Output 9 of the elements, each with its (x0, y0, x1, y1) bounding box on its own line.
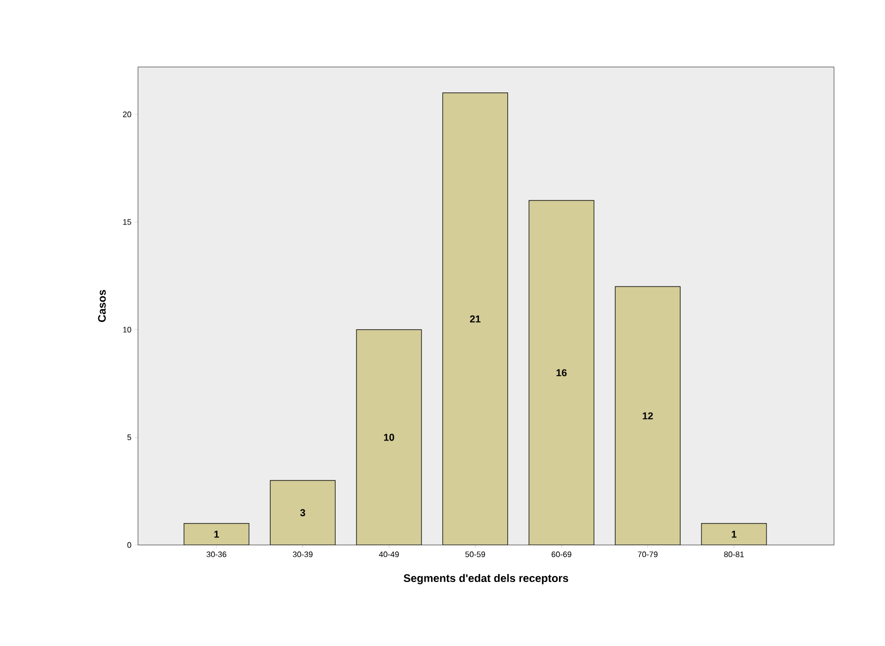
y-axis-title: Casos (98, 290, 106, 322)
data-label: 21 (470, 315, 480, 322)
x-axis-title: Segments d'edat dels receptors (404, 574, 568, 584)
data-label: 3 (300, 509, 306, 516)
data-label: 12 (642, 412, 653, 420)
data-label: 1 (732, 530, 736, 538)
data-label: 10 (384, 434, 394, 441)
data-label: 16 (556, 369, 567, 376)
data-label: 1 (214, 530, 219, 538)
